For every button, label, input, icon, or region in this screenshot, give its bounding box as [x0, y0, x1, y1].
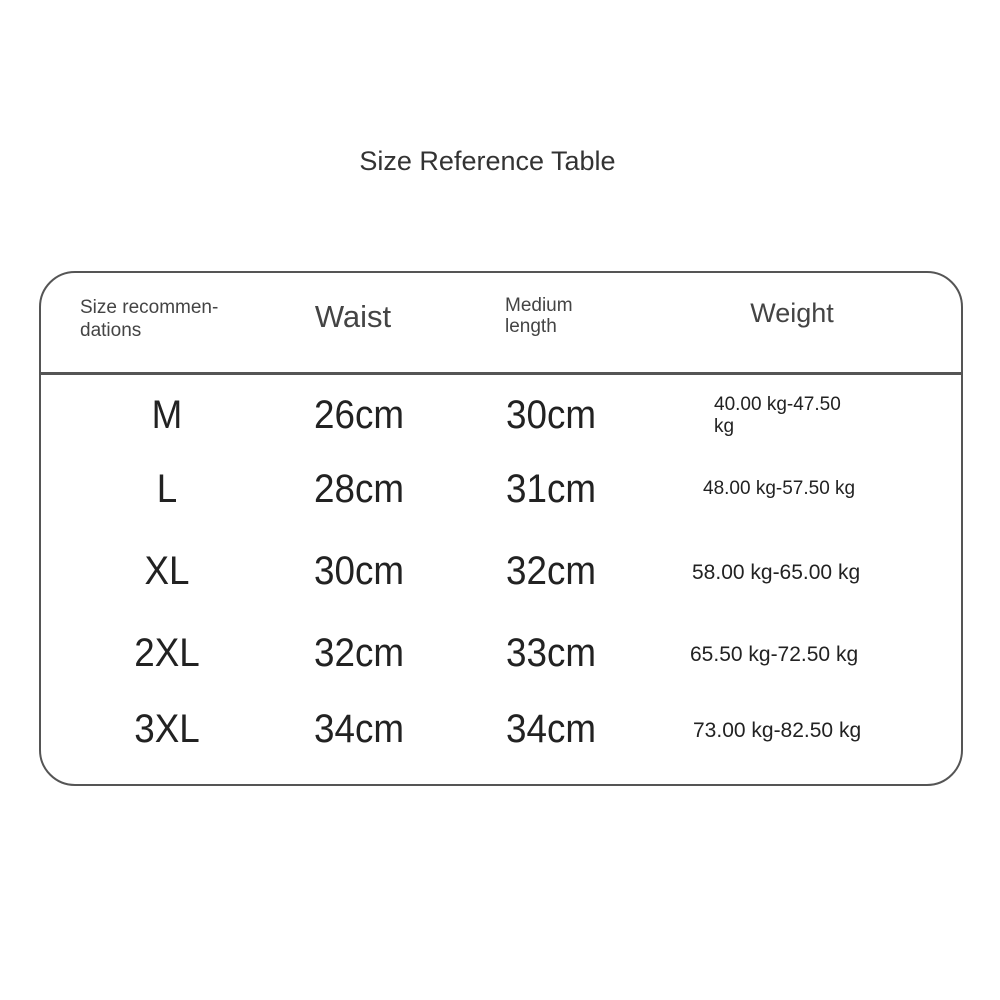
size-cell: 2XL	[134, 631, 200, 675]
waist-cell: 28cm	[314, 467, 404, 511]
size-cell: 3XL	[134, 707, 200, 751]
weight-cell: 48.00 kg-57.50 kg	[703, 478, 856, 499]
size-table	[39, 271, 963, 786]
header-waist: Waist	[314, 299, 392, 334]
length-cell: 30cm	[506, 393, 596, 437]
weight-cell: 65.50 kg-72.50 kg	[690, 643, 859, 666]
length-cell: 31cm	[506, 467, 596, 511]
length-cell: 34cm	[506, 707, 596, 751]
header-weight: Weight	[750, 298, 834, 328]
header-size: Size recommen-dations	[80, 297, 219, 341]
weight-cell: 40.00 kg-47.50 kg	[714, 394, 841, 437]
header-divider	[40, 372, 961, 375]
waist-cell: 26cm	[314, 393, 404, 437]
weight-cell: 58.00 kg-65.00 kg	[692, 561, 861, 584]
size-cell: XL	[144, 549, 190, 593]
waist-cell: 30cm	[314, 549, 404, 593]
length-cell: 33cm	[506, 631, 596, 675]
header-length: Medium length	[505, 295, 573, 337]
length-cell: 32cm	[506, 549, 596, 593]
waist-cell: 32cm	[314, 631, 404, 675]
size-cell: L	[156, 467, 178, 511]
waist-cell: 34cm	[314, 707, 404, 751]
weight-cell: 73.00 kg-82.50 kg	[693, 719, 862, 742]
size-cell: M	[151, 393, 183, 437]
page-title: Size Reference Table	[359, 146, 616, 176]
